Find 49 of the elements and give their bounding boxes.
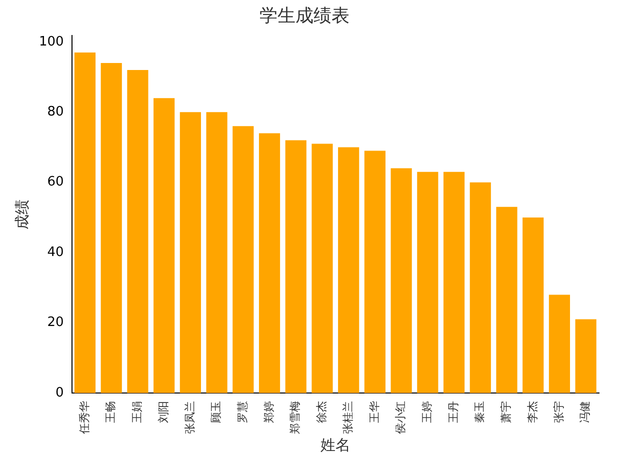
y-tick-label: 80 bbox=[47, 104, 64, 120]
x-tick-label: 冯健 bbox=[578, 401, 592, 423]
bar bbox=[522, 217, 544, 393]
bar bbox=[312, 144, 333, 393]
x-tick-label: 郑雪梅 bbox=[288, 401, 302, 434]
y-tick-label: 0 bbox=[56, 385, 64, 400]
bar bbox=[232, 126, 254, 393]
x-tick-label: 徐杰 bbox=[315, 401, 328, 423]
x-tick-label: 王婷 bbox=[420, 401, 434, 423]
x-tick-label: 任秀华 bbox=[78, 401, 91, 435]
x-tick-label: 王丹 bbox=[446, 401, 460, 423]
x-tick-label: 侯小红 bbox=[394, 401, 408, 434]
x-tick-label: 张凤兰 bbox=[183, 401, 196, 434]
bar bbox=[548, 294, 570, 393]
y-tick-label: 60 bbox=[47, 174, 64, 190]
bar bbox=[154, 98, 175, 393]
x-tick-label: 刘阳 bbox=[156, 401, 170, 423]
x-tick-label: 萧宇 bbox=[500, 401, 513, 423]
x-tick-label: 王畅 bbox=[104, 401, 118, 423]
bar bbox=[417, 172, 438, 393]
x-tick-label: 王娟 bbox=[130, 401, 144, 423]
bar bbox=[180, 112, 201, 393]
y-tick-label: 40 bbox=[47, 244, 64, 260]
bar bbox=[127, 70, 148, 393]
y-tick-label: 100 bbox=[38, 34, 64, 50]
x-tick-label: 郑婷 bbox=[262, 401, 276, 423]
bar bbox=[575, 319, 596, 393]
bar bbox=[285, 140, 306, 393]
bar bbox=[74, 52, 96, 393]
x-axis-title: 姓名 bbox=[320, 436, 350, 454]
bar bbox=[206, 112, 228, 393]
x-tick-label: 罗慧 bbox=[236, 401, 250, 423]
y-tick-label: 20 bbox=[47, 315, 64, 330]
bar bbox=[496, 206, 518, 393]
x-tick-label: 王华 bbox=[368, 401, 381, 423]
chart-title: 学生成绩表 bbox=[260, 5, 350, 26]
x-tick-label: 顾玉 bbox=[210, 401, 223, 423]
x-tick-label: 张桂兰 bbox=[341, 401, 354, 434]
bar bbox=[100, 62, 122, 393]
bar bbox=[443, 172, 465, 393]
x-tick-label: 张宇 bbox=[552, 401, 566, 423]
y-axis-title: 成绩 bbox=[12, 199, 31, 230]
bar bbox=[390, 168, 412, 393]
bar bbox=[258, 133, 280, 393]
x-tick-label: 李杰 bbox=[526, 401, 539, 423]
bar bbox=[470, 182, 491, 393]
bar bbox=[338, 147, 360, 393]
x-tick-label: 秦玉 bbox=[473, 401, 486, 423]
bar bbox=[364, 150, 386, 393]
